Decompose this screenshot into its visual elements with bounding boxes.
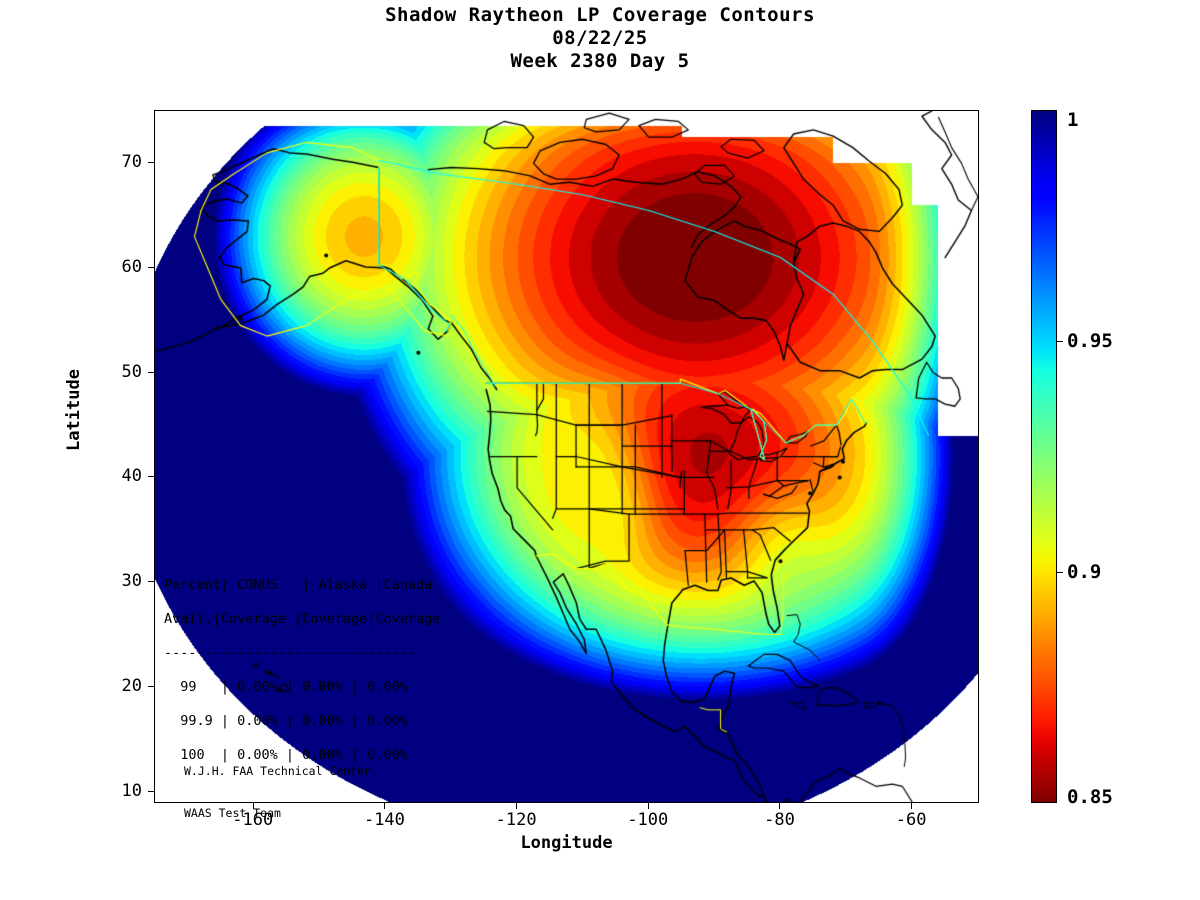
coverage-contour-plot (154, 110, 979, 803)
y-axis-tick-label: 70 (121, 152, 142, 173)
credit-line-2: WAAS Test Team (184, 806, 281, 820)
y-axis-tick (148, 685, 154, 687)
y-axis-tick-label: 20 (121, 675, 142, 696)
x-axis-tick (252, 803, 254, 809)
y-axis-tick (148, 371, 154, 373)
credit-line-1: W.J.H. FAA Technical Center (184, 764, 371, 778)
coverage-contour-canvas (155, 111, 978, 802)
stats-rule: ------------------------------- (164, 645, 416, 661)
y-axis-tick (148, 267, 154, 269)
credit-block: W.J.H. FAA Technical Center WAAS Test Te… (184, 736, 371, 834)
colorbar-tick-label: 1 (1067, 109, 1079, 131)
y-axis-tick (148, 162, 154, 164)
title-line-3: Week 2380 Day 5 (510, 50, 690, 72)
stats-header-row-1: Percent| CONUS | Alaska |Canada (164, 577, 433, 593)
y-axis-tick (148, 476, 154, 478)
colorbar-tick (1057, 572, 1063, 573)
x-axis-tick (516, 803, 518, 809)
y-axis-tick (148, 790, 154, 792)
chart-title-block: Shadow Raytheon LP Coverage Contours 08/… (0, 4, 1200, 73)
x-axis-tick-label: -140 (363, 810, 405, 830)
colorbar-tick-label: 0.9 (1067, 561, 1102, 583)
y-axis-tick-label: 30 (121, 571, 142, 592)
x-axis-tick (911, 803, 913, 809)
y-axis-tick-label: 10 (121, 780, 142, 801)
y-axis-tick-label: 50 (121, 361, 142, 382)
y-axis-label: Latitude (64, 369, 84, 451)
x-axis-tick-label: -120 (495, 810, 537, 830)
table-row: 99.9 | 0.00% | 0.00% | 0.00% (164, 713, 408, 729)
x-axis-tick-label: -80 (764, 810, 795, 830)
coverage-statistics-table: Percent| CONUS | Alaska |Canada Avail.|C… (164, 560, 440, 781)
colorbar-tick-label: 0.85 (1067, 786, 1113, 808)
table-row: 100 | 0.00% | 0.00% | 0.00% (164, 747, 408, 763)
stats-header-row-2: Avail.|Coverage |Coverage|Coverage (164, 611, 441, 627)
x-axis-tick (384, 803, 386, 809)
x-axis-tick-label: -100 (627, 810, 669, 830)
title-line-2: 08/22/25 (552, 27, 648, 49)
title-line-1: Shadow Raytheon LP Coverage Contours (385, 4, 815, 26)
colorbar-container: 1 0.95 0.9 0.85 (1031, 109, 1113, 808)
x-axis-tick (647, 803, 649, 809)
y-axis-tick-label: 60 (121, 257, 142, 278)
y-axis-tick (148, 581, 154, 583)
table-row: 99 | 0.00% | 0.00% | 0.00% (164, 679, 408, 695)
y-axis-tick-label: 40 (121, 466, 142, 487)
colorbar-tick-label: 0.95 (1067, 330, 1113, 352)
x-axis-tick-label: -60 (895, 810, 927, 830)
x-axis-tick-label: -160 (232, 810, 274, 830)
colorbar-gradient (1031, 110, 1057, 803)
colorbar-tick (1057, 341, 1063, 342)
x-axis-tick (779, 803, 781, 809)
x-axis-label: Longitude (520, 833, 613, 853)
